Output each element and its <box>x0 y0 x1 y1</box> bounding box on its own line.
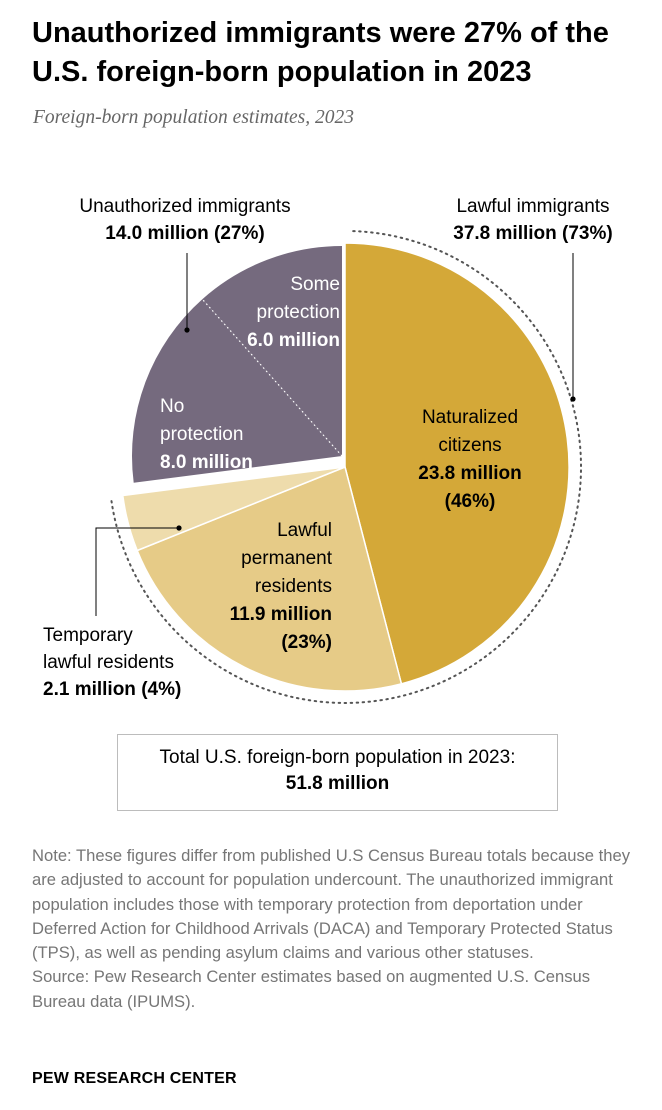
label-naturalized: Naturalized citizens 23.8 million (46%) <box>418 407 521 512</box>
pie-chart: Lawful immigrants 37.8 million (73%) Unaut… <box>43 196 613 704</box>
total-box: Total U.S. foreign-born population in 20… <box>117 734 558 811</box>
note-text: Note: These figures differ from publishe… <box>32 846 631 963</box>
note: Note: These figures differ from publishe… <box>32 844 644 1014</box>
unauthorized-leader-dot <box>184 327 190 333</box>
group-label-lawful: Lawful immigrants 37.8 million (73%) <box>453 196 612 244</box>
chart-subtitle: Foreign-born population estimates, 2023 <box>33 107 355 128</box>
label-lpr: Lawful permanent residents 11.9 million (23%… <box>230 520 333 653</box>
brand-logo-text: PEW RESEARCH CENTER <box>32 1070 237 1087</box>
slice-naturalized <box>344 242 570 685</box>
chart-title: Unauthorized immigrants were 27% of the … <box>32 17 609 88</box>
slice-no_protection <box>131 299 342 483</box>
total-label: Total U.S. foreign-born population in 20… <box>159 747 516 768</box>
source-text: Source: Pew Research Center estimates ba… <box>32 967 591 1011</box>
group-label-unauthorized: Unauthorized immigrants 14.0 million (27%… <box>79 196 290 244</box>
label-no_protection: No protection 8.0 million <box>160 396 253 473</box>
lawful-group-arc <box>110 230 582 704</box>
label-temporary: Temporary lawful residents 2.1 million (4%… <box>43 625 181 700</box>
slice-some_protection <box>202 246 342 456</box>
slice-lpr <box>136 465 403 692</box>
temporary-leader-dot <box>176 525 182 531</box>
total-value: 51.8 million <box>285 773 390 794</box>
label-some_protection: Some protection 6.0 million <box>247 274 340 351</box>
temporary-leader <box>95 527 179 616</box>
lawful-leader-dot <box>570 396 576 402</box>
